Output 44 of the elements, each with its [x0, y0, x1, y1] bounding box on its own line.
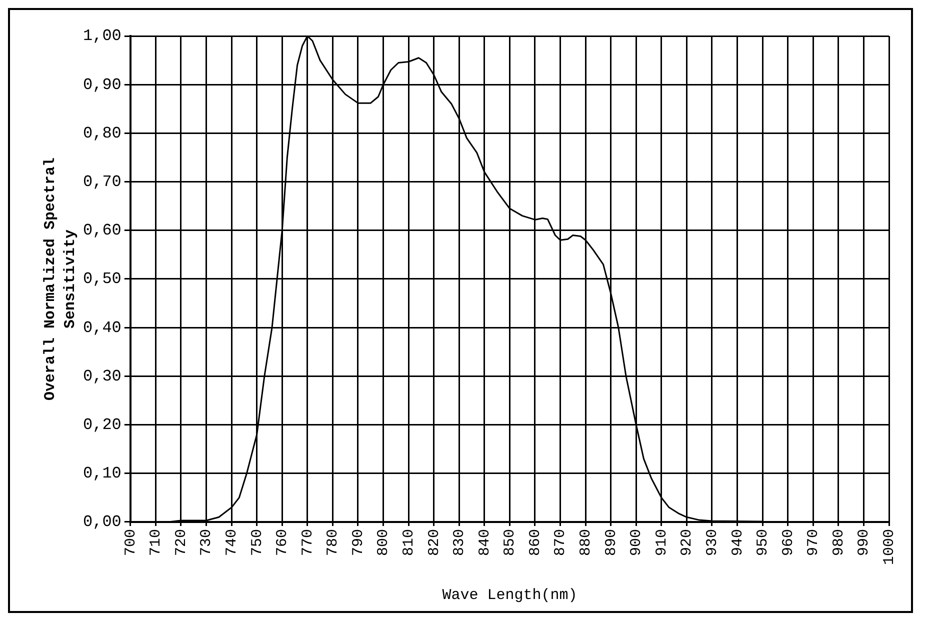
x-tick-label: 950	[754, 528, 772, 556]
y-tick-label: 0,50	[83, 270, 122, 288]
x-tick-label: 740	[224, 528, 241, 556]
x-tick-label: 900	[628, 528, 646, 556]
x-tick-label: 800	[375, 528, 392, 556]
x-tick-label: 870	[552, 528, 570, 556]
y-tick-label: 0,70	[83, 173, 122, 192]
x-tick-label: 970	[805, 528, 822, 556]
x-tick-label: 720	[172, 528, 190, 556]
y-tick-label: 1,00	[83, 27, 122, 46]
x-tick-label: 980	[830, 528, 848, 556]
y-tick-label: 0,40	[83, 318, 122, 337]
y-tick-label: 0,30	[83, 367, 122, 386]
x-axis-title: Wave Length(nm)	[442, 586, 578, 604]
x-tick-label: 810	[400, 528, 418, 556]
x-tick-label: 820	[426, 528, 443, 556]
x-tick-label: 990	[856, 528, 873, 556]
x-tick-label: 790	[350, 528, 367, 556]
x-tick-label: 770	[299, 528, 316, 556]
x-tick-label: 890	[602, 528, 620, 556]
x-tick-label: 850	[502, 528, 519, 556]
x-tick-label: 840	[476, 528, 494, 556]
x-tick-label: 940	[729, 528, 746, 556]
y-tick-label: 0,20	[83, 416, 122, 434]
x-tick-label: 710	[148, 528, 165, 556]
x-tick-label: 700	[122, 528, 140, 556]
x-tick-label: 880	[578, 528, 595, 556]
x-tick-label: 1000	[880, 528, 898, 566]
y-tick-label: 0,90	[83, 76, 122, 94]
y-axis-title: Overall Normalized Spectral Sensitivity	[42, 157, 79, 401]
x-tick-label: 960	[780, 528, 797, 556]
x-tick-label: 830	[451, 528, 468, 556]
x-tick-label: 750	[248, 528, 266, 556]
x-tick-label: 760	[274, 528, 292, 556]
y-tick-label: 0,60	[83, 222, 122, 240]
x-tick-label: 780	[324, 528, 342, 556]
x-tick-label: 730	[198, 528, 216, 556]
y-tick-label: 0,10	[83, 464, 122, 483]
x-tick-label: 930	[704, 528, 721, 556]
y-tick-label: 0,80	[83, 124, 122, 142]
y-tick-label: 0,00	[83, 513, 122, 532]
x-tick-label: 860	[526, 528, 544, 556]
x-tick-label: 920	[678, 528, 696, 556]
x-tick-label: 910	[653, 528, 670, 556]
